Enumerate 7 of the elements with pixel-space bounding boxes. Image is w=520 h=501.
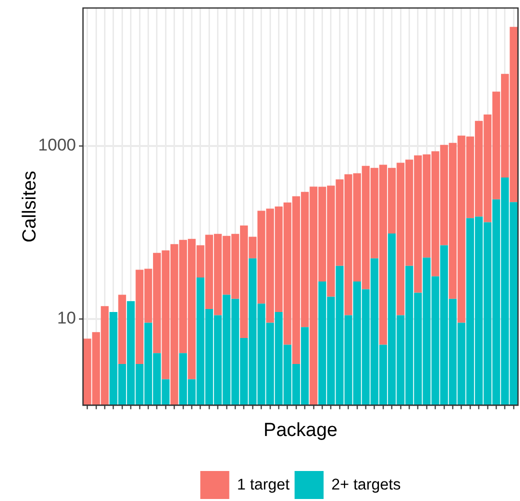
x-axis-title: Package [264, 420, 338, 441]
y-tick-label: 10 [57, 308, 76, 328]
legend-label: 1 target [237, 476, 290, 494]
bar [118, 294, 126, 364]
legend-label: 2+ targets [331, 476, 401, 494]
y-tick-label: 1000 [38, 136, 76, 155]
y-axis-title: Callsites [20, 170, 41, 243]
